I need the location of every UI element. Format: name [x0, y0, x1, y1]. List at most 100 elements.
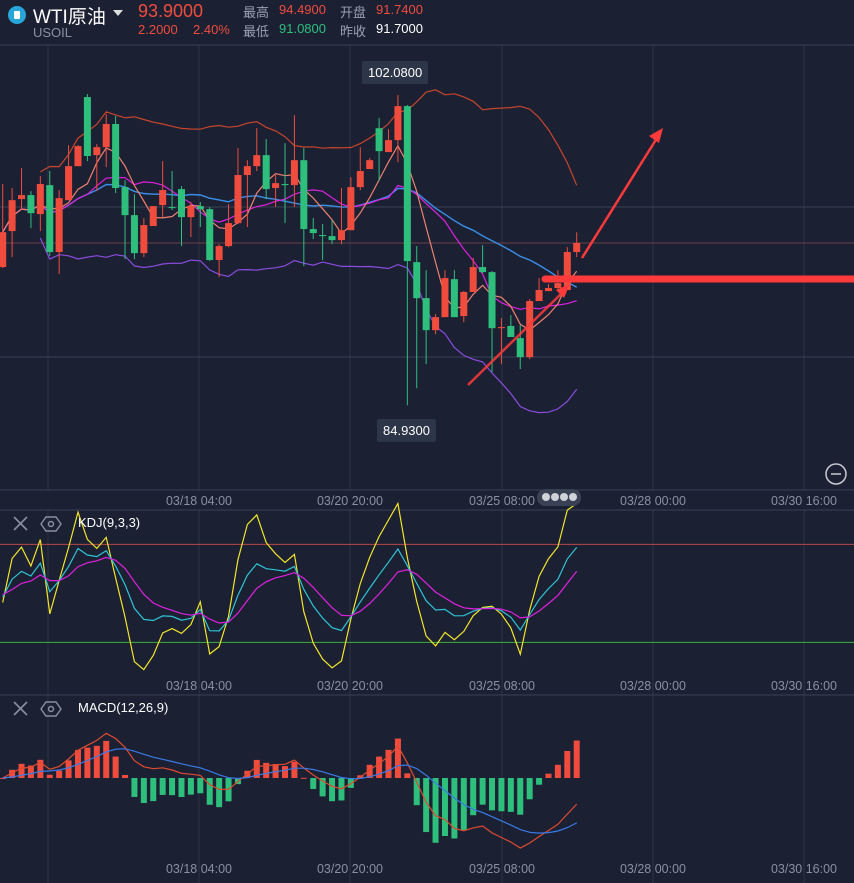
candle — [36, 176, 44, 232]
macd-dea-line — [2, 748, 577, 834]
candle — [460, 291, 468, 323]
x-tick-label: 03/20 20:00 — [317, 679, 383, 693]
candle-body — [27, 195, 35, 214]
x-tick-label: 03/20 20:00 — [317, 862, 383, 876]
macd-histogram-bar — [103, 740, 110, 778]
kdj-close-icon[interactable] — [13, 516, 28, 531]
x-tick-label: 03/25 08:00 — [469, 494, 535, 508]
trend-arrow-line[interactable] — [467, 289, 566, 386]
x-tick-label: 03/20 20:00 — [317, 494, 383, 508]
candle — [281, 143, 289, 224]
x-axis-macd: 03/18 04:00 03/20 20:00 03/25 08:00 03/28 0… — [166, 862, 837, 876]
candle-body — [8, 200, 16, 232]
candle-body — [375, 128, 383, 152]
candle — [27, 191, 35, 229]
open-value: 91.7400 — [376, 2, 423, 17]
macd-histogram-bar — [27, 765, 34, 778]
macd-histogram-bar — [206, 778, 213, 805]
candle-body — [93, 147, 101, 156]
candle-body — [272, 183, 280, 189]
macd-histogram-bar — [159, 778, 166, 795]
candle — [479, 245, 487, 274]
scroll-handle[interactable] — [537, 489, 581, 506]
low-label: 最低 — [243, 24, 270, 39]
macd-histogram-bar — [432, 778, 439, 843]
candle — [432, 314, 440, 335]
candle-body — [65, 166, 73, 201]
macd-settings-icon[interactable] — [40, 701, 62, 717]
up-arrow-line[interactable] — [580, 137, 659, 259]
candle — [253, 128, 261, 172]
macd-histogram-bar — [517, 778, 524, 815]
macd-histogram-bar — [216, 778, 223, 808]
instrument-title[interactable]: WTI原油 — [33, 7, 106, 28]
ma5-line — [2, 144, 578, 331]
x-tick-label: 03/25 08:00 — [469, 679, 535, 693]
macd-histogram-bar — [178, 778, 185, 798]
candle-body — [385, 140, 393, 153]
up-arrow-head — [649, 128, 663, 143]
candle-body — [196, 206, 204, 210]
boll-upper-line — [40, 89, 578, 186]
candle-body — [121, 187, 129, 216]
macd-histogram-bar — [573, 740, 580, 778]
candle — [375, 118, 383, 182]
macd-histogram-bar — [122, 774, 129, 778]
x-tick-label: 03/18 04:00 — [166, 862, 232, 876]
candle-body — [328, 236, 336, 241]
candle-body — [347, 187, 355, 231]
macd-histogram-bar — [131, 778, 138, 797]
macd-histogram-bar — [46, 774, 53, 778]
macd-histogram-bar — [37, 759, 44, 778]
zoom-out-button[interactable] — [825, 463, 847, 485]
macd-histogram-bar — [84, 747, 91, 778]
macd-histogram-bar — [56, 770, 63, 778]
candle-body — [554, 283, 562, 289]
candle-body — [159, 190, 167, 206]
candle — [309, 218, 317, 240]
candle-body — [225, 223, 233, 247]
drawing-annotations[interactable] — [467, 128, 854, 386]
x-tick-label: 03/28 00:00 — [620, 494, 686, 508]
last-price: 93.9000 — [138, 1, 204, 21]
macd-histogram-bar — [9, 769, 16, 778]
macd-histogram-bar — [413, 778, 420, 806]
candle-body — [366, 160, 374, 170]
candle — [385, 129, 393, 153]
candle-body — [563, 252, 571, 291]
candle-body — [441, 278, 449, 318]
candle — [347, 177, 355, 231]
candle — [507, 315, 515, 338]
min-price-label: 84.9300 — [377, 419, 436, 442]
macd-histogram-bar — [470, 778, 477, 816]
candle — [328, 220, 336, 245]
candle-body — [516, 338, 524, 358]
candle — [403, 105, 411, 406]
macd-histogram-bar — [376, 756, 383, 778]
oil-logo-icon — [8, 6, 26, 24]
candle-body — [140, 225, 148, 254]
candle-body — [55, 198, 63, 253]
candle-body — [450, 279, 458, 318]
macd-close-icon[interactable] — [13, 701, 28, 716]
dropdown-caret-icon[interactable] — [113, 10, 123, 16]
macd-histogram-bar — [347, 778, 354, 788]
candle — [300, 148, 308, 267]
macd-histogram-bar — [479, 778, 486, 805]
candle-body — [573, 242, 581, 253]
candle-body — [253, 155, 261, 167]
x-tick-label: 03/30 16:00 — [771, 862, 837, 876]
candle — [112, 116, 120, 194]
kdj-lines — [0, 501, 854, 671]
candle-body — [243, 166, 251, 176]
candle — [8, 188, 16, 258]
kdj-settings-icon[interactable] — [40, 516, 62, 532]
candle — [215, 244, 223, 278]
macd-histogram-bar — [441, 778, 448, 837]
macd-histogram-bar — [150, 778, 157, 802]
candle — [121, 180, 129, 260]
candle-body — [0, 232, 7, 268]
candle — [243, 160, 251, 228]
prev-close-value: 91.7000 — [376, 21, 423, 36]
